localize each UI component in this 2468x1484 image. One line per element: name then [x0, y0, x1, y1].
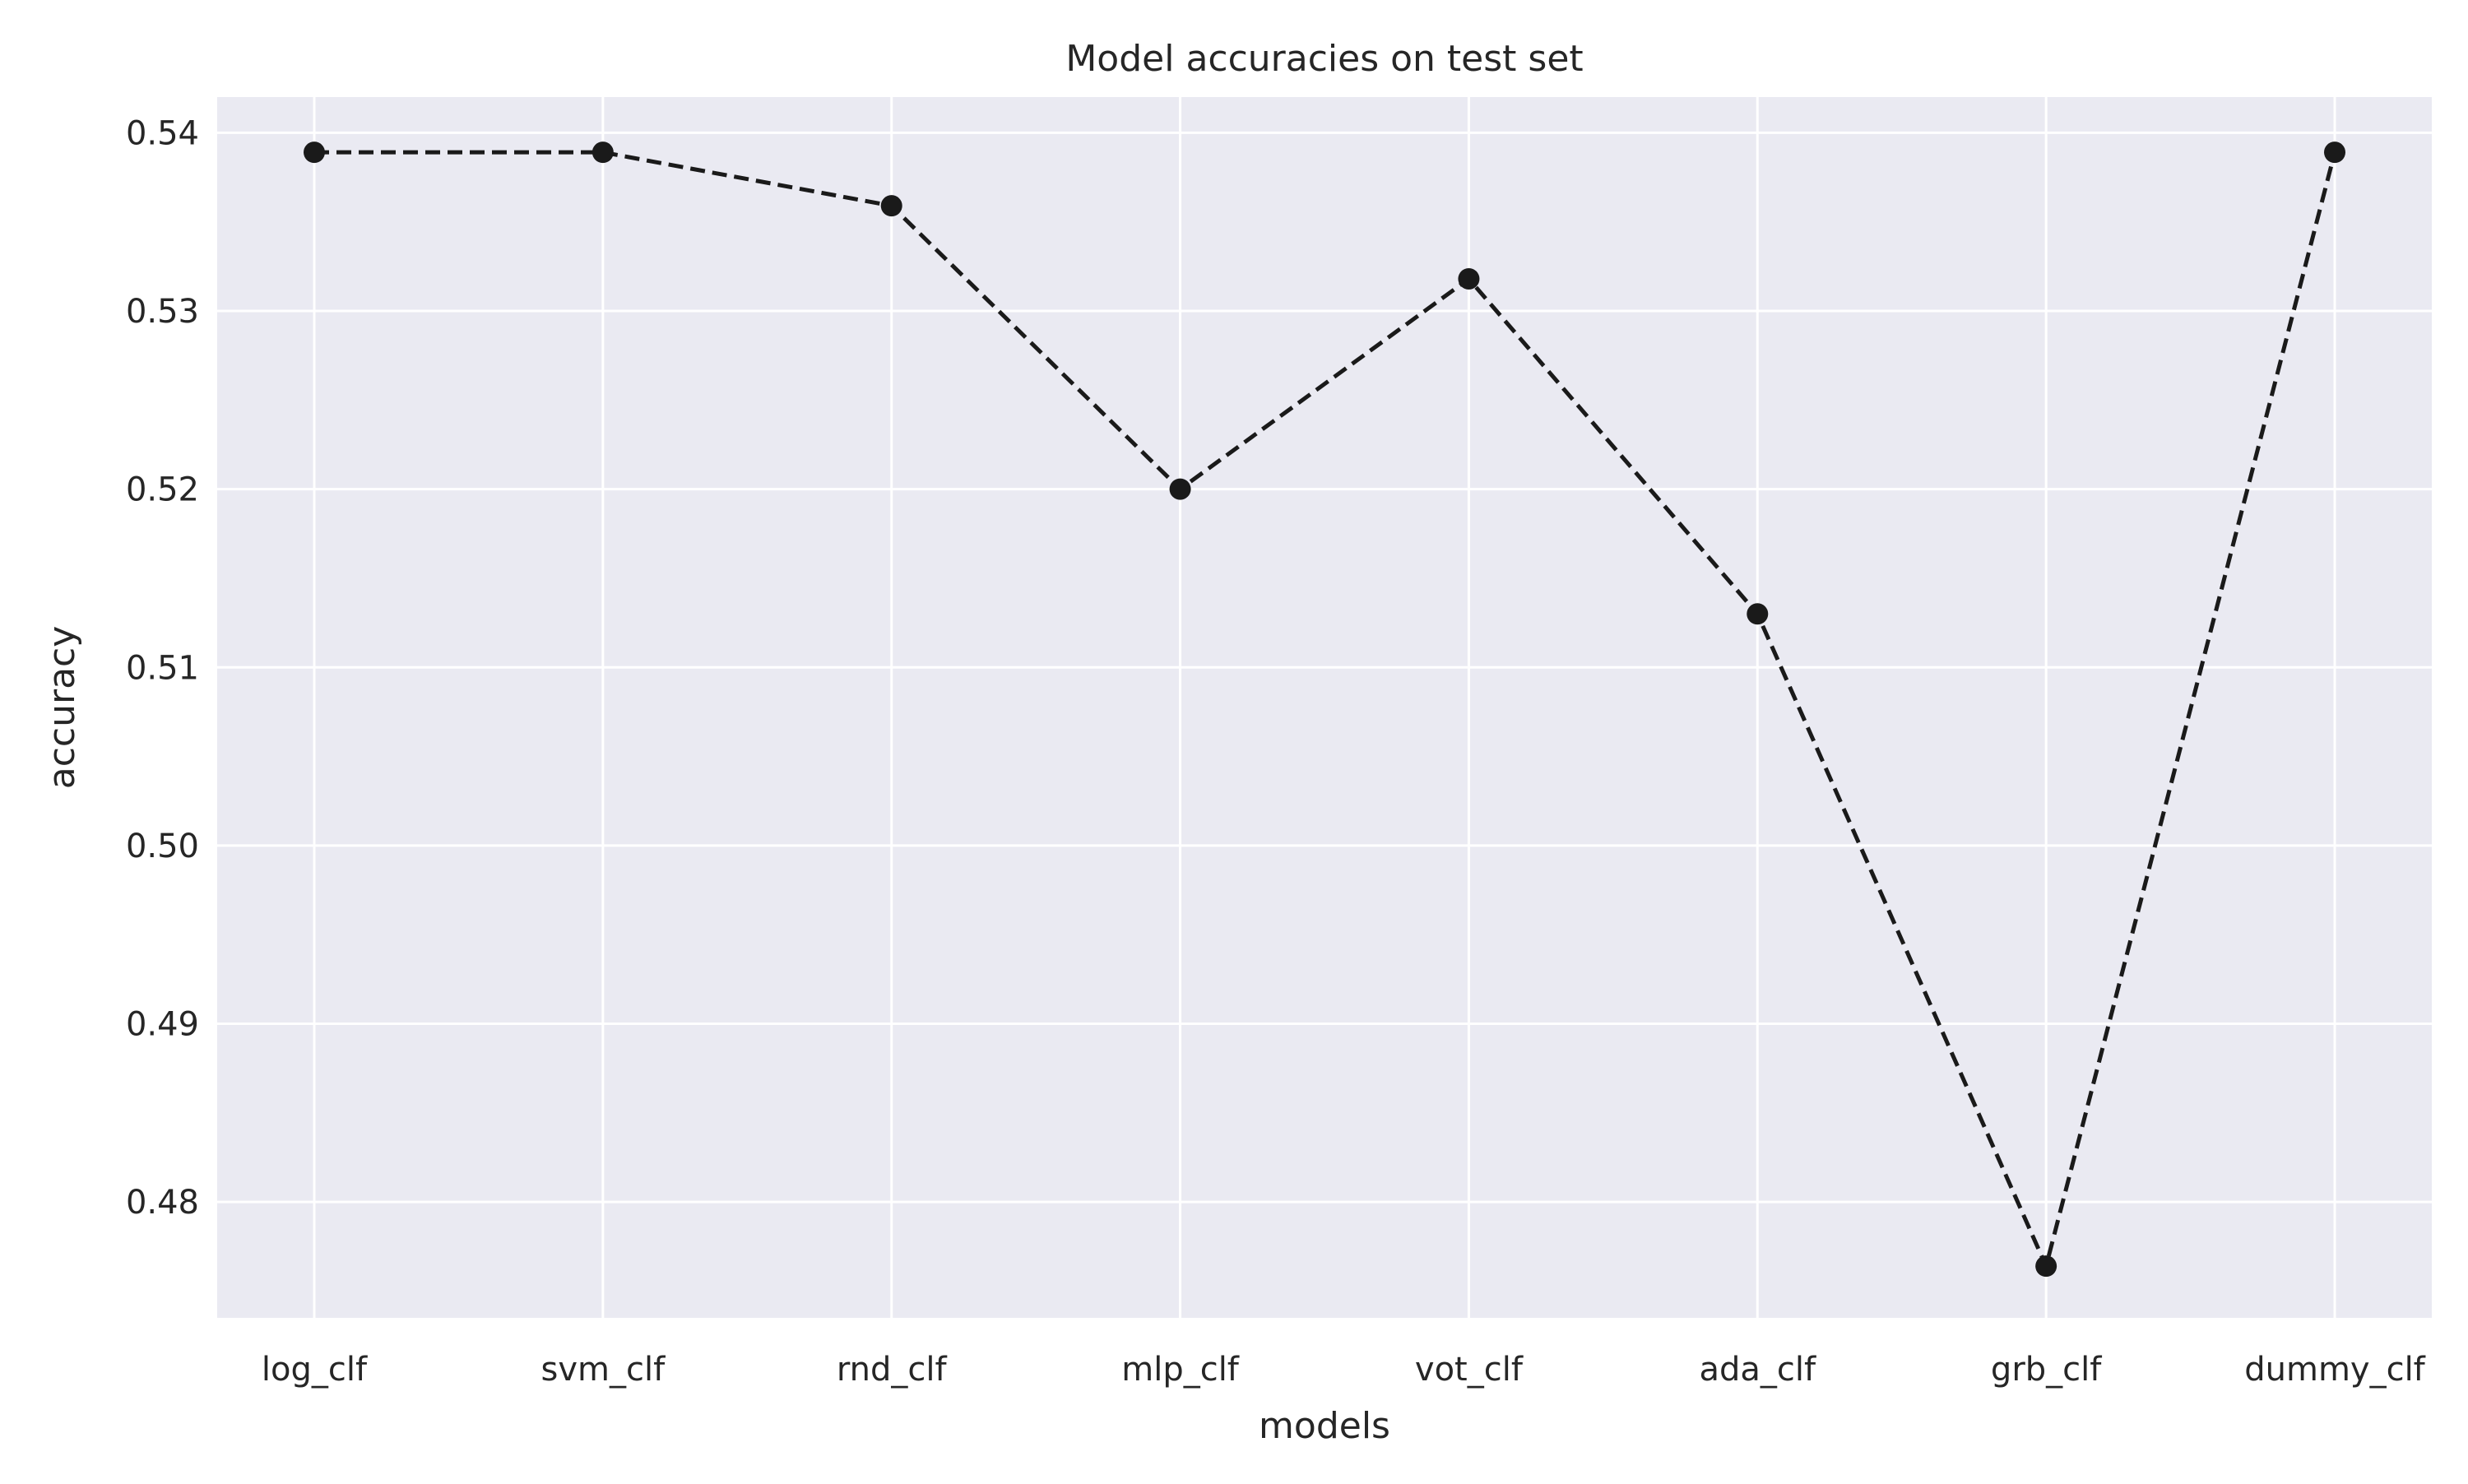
- x-tick-label: dummy_clf: [2244, 1351, 2425, 1389]
- x-tick-label: vot_clf: [1415, 1351, 1524, 1389]
- x-axis-title: models: [1259, 1405, 1390, 1447]
- data-point: [304, 141, 325, 164]
- y-tick-label: 0.49: [126, 1006, 199, 1044]
- data-point: [2324, 141, 2345, 164]
- y-tick-label: 0.50: [126, 828, 199, 865]
- plot-area: [217, 97, 2432, 1318]
- x-tick-label: grb_clf: [1991, 1351, 2102, 1389]
- data-point: [591, 141, 614, 164]
- series-line-layer: [314, 150, 2337, 1273]
- y-axis-title: accuracy: [41, 626, 83, 790]
- x-tick-label: svm_clf: [541, 1351, 666, 1389]
- data-point: [1458, 267, 1480, 290]
- grid-lines: [217, 97, 2432, 1318]
- data-point: [1747, 603, 1769, 625]
- y-tick-label: 0.53: [126, 293, 199, 331]
- x-tick-label: mlp_clf: [1121, 1351, 1240, 1389]
- chart-title: Model accuracies on test set: [1065, 38, 1583, 80]
- x-tick-labels: log_clf svm_clf rnd_clf mlp_clf vot_clf ada_c…: [262, 1351, 2426, 1389]
- y-tick-labels: 0.48 0.49 0.50 0.51 0.52 0.53 0.54: [126, 114, 199, 1222]
- x-tick-label: log_clf: [262, 1351, 368, 1389]
- y-tick-label: 0.51: [126, 649, 199, 687]
- y-tick-label: 0.52: [126, 471, 199, 509]
- data-point: [2035, 1255, 2057, 1278]
- data-point: [1169, 478, 1191, 500]
- x-tick-label: ada_clf: [1699, 1351, 1816, 1389]
- series-line: [314, 150, 2337, 1273]
- data-points: [304, 141, 2345, 1278]
- y-tick-label: 0.54: [126, 114, 199, 152]
- y-tick-label: 0.48: [126, 1184, 199, 1222]
- data-point: [880, 195, 902, 217]
- x-tick-label: rnd_clf: [837, 1351, 948, 1389]
